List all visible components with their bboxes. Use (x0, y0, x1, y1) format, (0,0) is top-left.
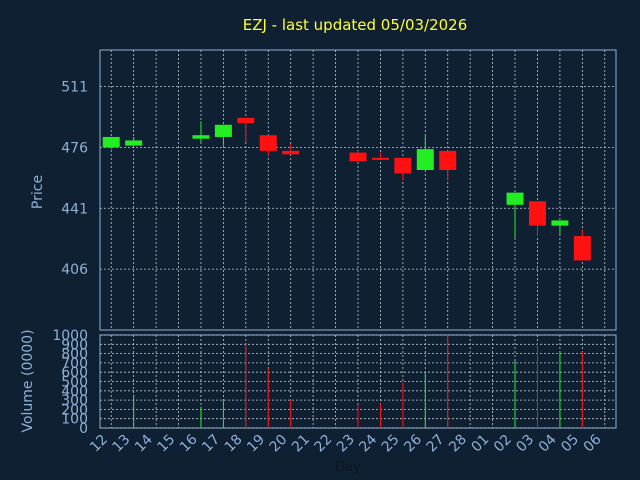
candles (102, 117, 591, 261)
x-tick-label: 02 (491, 432, 515, 456)
candle-body (349, 152, 367, 162)
x-tick-label: 27 (424, 432, 448, 456)
candle-body (506, 192, 524, 205)
x-tick-label: 28 (446, 432, 470, 456)
x-tick-label: 05 (558, 432, 582, 456)
x-tick-label: 26 (401, 431, 425, 455)
x-tick-label: 12 (87, 432, 111, 456)
x-tick-label: 13 (110, 432, 134, 456)
x-tick-label: 03 (513, 432, 537, 456)
price-tick-label: 441 (61, 201, 88, 217)
x-tick-label: 04 (536, 431, 560, 455)
candle-body (192, 135, 210, 139)
x-axis-label: Day (335, 460, 361, 475)
x-ticks: 1213141516171819202122232425262728010203… (87, 431, 605, 455)
price-y-ticks: 406 441 476 511 (61, 80, 88, 279)
candle-body (528, 201, 546, 226)
volume-tick-label: 400 (61, 384, 88, 400)
x-tick-label: 15 (154, 432, 178, 456)
x-tick-label: 19 (244, 432, 268, 456)
volume-tick-label: 600 (61, 365, 88, 381)
x-tick-label: 06 (581, 431, 605, 455)
price-tick-label: 406 (61, 262, 88, 278)
candle-body (214, 124, 232, 137)
candle-body (237, 117, 255, 124)
price-panel: 406 441 476 511 (61, 49, 617, 331)
x-tick-label: 17 (199, 432, 223, 456)
x-tick-label: 23 (334, 432, 358, 456)
x-tick-label: 24 (356, 431, 380, 455)
candle-body (551, 220, 569, 226)
candle-body (416, 149, 434, 170)
candle-body (259, 135, 277, 151)
candle-body (125, 140, 143, 146)
candle-body (394, 157, 412, 174)
volume-axis-label: Volume (0000) (20, 329, 36, 432)
price-tick-label: 476 (61, 140, 88, 156)
price-tick-label: 511 (61, 80, 88, 96)
volume-tick-label: 1000 (52, 328, 88, 344)
x-tick-label: 21 (289, 432, 313, 456)
volume-bars (133, 335, 583, 428)
volume-tick-label: 900 (61, 337, 88, 353)
chart-title: EZJ - last updated 05/03/2026 (243, 16, 468, 34)
price-gridlines (100, 50, 616, 330)
volume-tick-label: 700 (61, 356, 88, 372)
candle-body (439, 150, 457, 170)
candle-body (573, 236, 591, 261)
x-tick-label: 22 (311, 432, 335, 456)
x-tick-label: 01 (469, 432, 493, 456)
x-tick-label: 16 (177, 431, 201, 455)
volume-tick-label: 200 (61, 402, 88, 418)
x-tick-label: 20 (267, 432, 291, 456)
candle-body (102, 136, 120, 148)
x-tick-label: 14 (132, 431, 156, 455)
candle-body (282, 150, 300, 155)
price-axis-label: Price (30, 175, 46, 209)
volume-tick-label: 800 (61, 347, 88, 363)
volume-tick-label: 100 (61, 412, 88, 428)
x-tick-label: 18 (222, 432, 246, 456)
candle-body (371, 157, 389, 160)
volume-tick-label: 500 (61, 375, 88, 391)
volume-tick-label: 300 (61, 393, 88, 409)
x-tick-label: 25 (379, 432, 403, 456)
volume-tick-label: 0 (79, 421, 88, 437)
